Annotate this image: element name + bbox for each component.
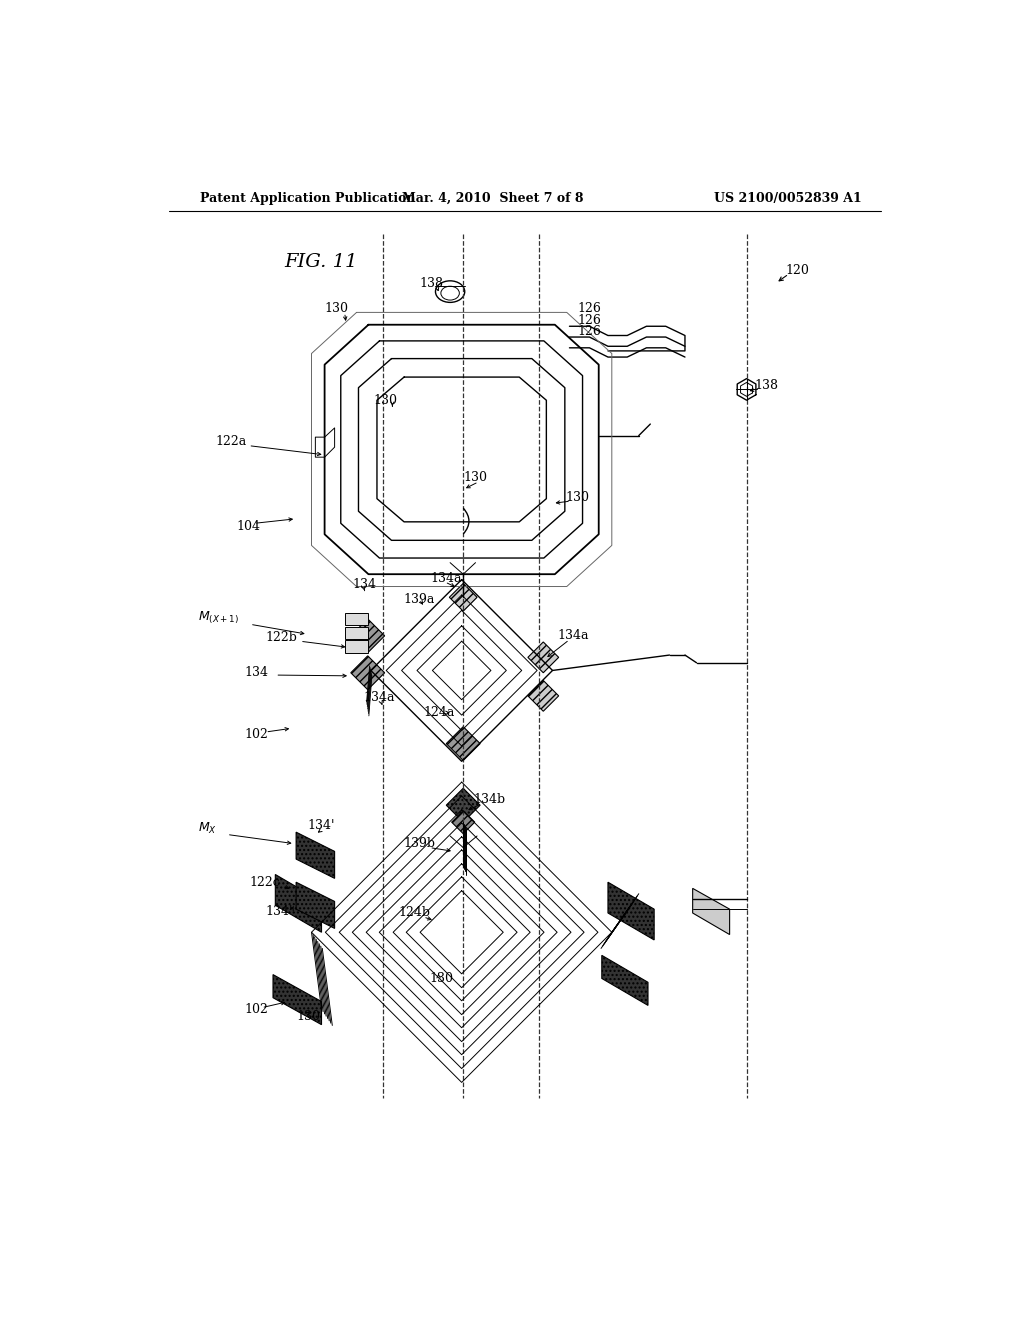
Text: 134a: 134a (364, 690, 395, 704)
Text: 126: 126 (578, 302, 601, 315)
Polygon shape (345, 640, 368, 653)
Text: 134a: 134a (431, 572, 463, 585)
Polygon shape (452, 810, 475, 834)
Text: 130: 130 (325, 302, 348, 315)
Text: 126: 126 (578, 325, 601, 338)
Polygon shape (608, 882, 654, 940)
Text: Patent Application Publication: Patent Application Publication (200, 191, 416, 205)
Polygon shape (351, 619, 385, 653)
Text: 102: 102 (245, 727, 268, 741)
Text: 130: 130 (429, 972, 454, 985)
Polygon shape (273, 974, 322, 1024)
Polygon shape (446, 788, 480, 822)
Polygon shape (351, 656, 385, 689)
Polygon shape (528, 642, 559, 673)
Polygon shape (275, 874, 322, 932)
Text: 104: 104 (237, 520, 261, 533)
Text: US 2100/0052839 A1: US 2100/0052839 A1 (715, 191, 862, 205)
Text: 138: 138 (419, 277, 443, 290)
Text: $M_X$: $M_X$ (199, 821, 217, 836)
Text: 126: 126 (578, 314, 601, 326)
Polygon shape (345, 627, 368, 639)
Text: 122a: 122a (215, 436, 247, 449)
Text: 130: 130 (296, 1010, 321, 1023)
Text: 124b: 124b (398, 907, 430, 920)
Text: 130: 130 (565, 491, 590, 504)
Text: 122c: 122c (250, 875, 281, 888)
Polygon shape (296, 882, 335, 928)
Text: 124a: 124a (423, 706, 455, 719)
Polygon shape (345, 612, 368, 626)
Text: $M_{(X+1)}$: $M_{(X+1)}$ (199, 610, 240, 626)
Text: 134': 134' (307, 820, 335, 833)
Polygon shape (296, 832, 335, 878)
Text: 139a: 139a (403, 593, 435, 606)
Text: 134b: 134b (473, 793, 505, 807)
Text: Mar. 4, 2010  Sheet 7 of 8: Mar. 4, 2010 Sheet 7 of 8 (401, 191, 584, 205)
Text: 122b: 122b (265, 631, 297, 644)
Text: 130: 130 (463, 471, 487, 484)
Text: 134: 134 (245, 667, 268, 680)
Text: 130: 130 (373, 395, 397, 408)
Polygon shape (446, 726, 480, 760)
Text: 134a: 134a (558, 630, 590, 643)
Polygon shape (450, 583, 477, 611)
Polygon shape (528, 681, 559, 711)
Text: 139b: 139b (403, 837, 436, 850)
Text: 102: 102 (245, 1003, 268, 1016)
Polygon shape (692, 888, 730, 935)
Text: 134': 134' (265, 906, 293, 917)
Text: FIG. 11: FIG. 11 (285, 253, 358, 272)
Ellipse shape (435, 281, 465, 302)
Text: 134: 134 (352, 578, 377, 591)
Polygon shape (602, 956, 648, 1006)
Ellipse shape (441, 286, 460, 300)
Text: 120: 120 (785, 264, 809, 277)
Text: 138: 138 (755, 379, 778, 392)
